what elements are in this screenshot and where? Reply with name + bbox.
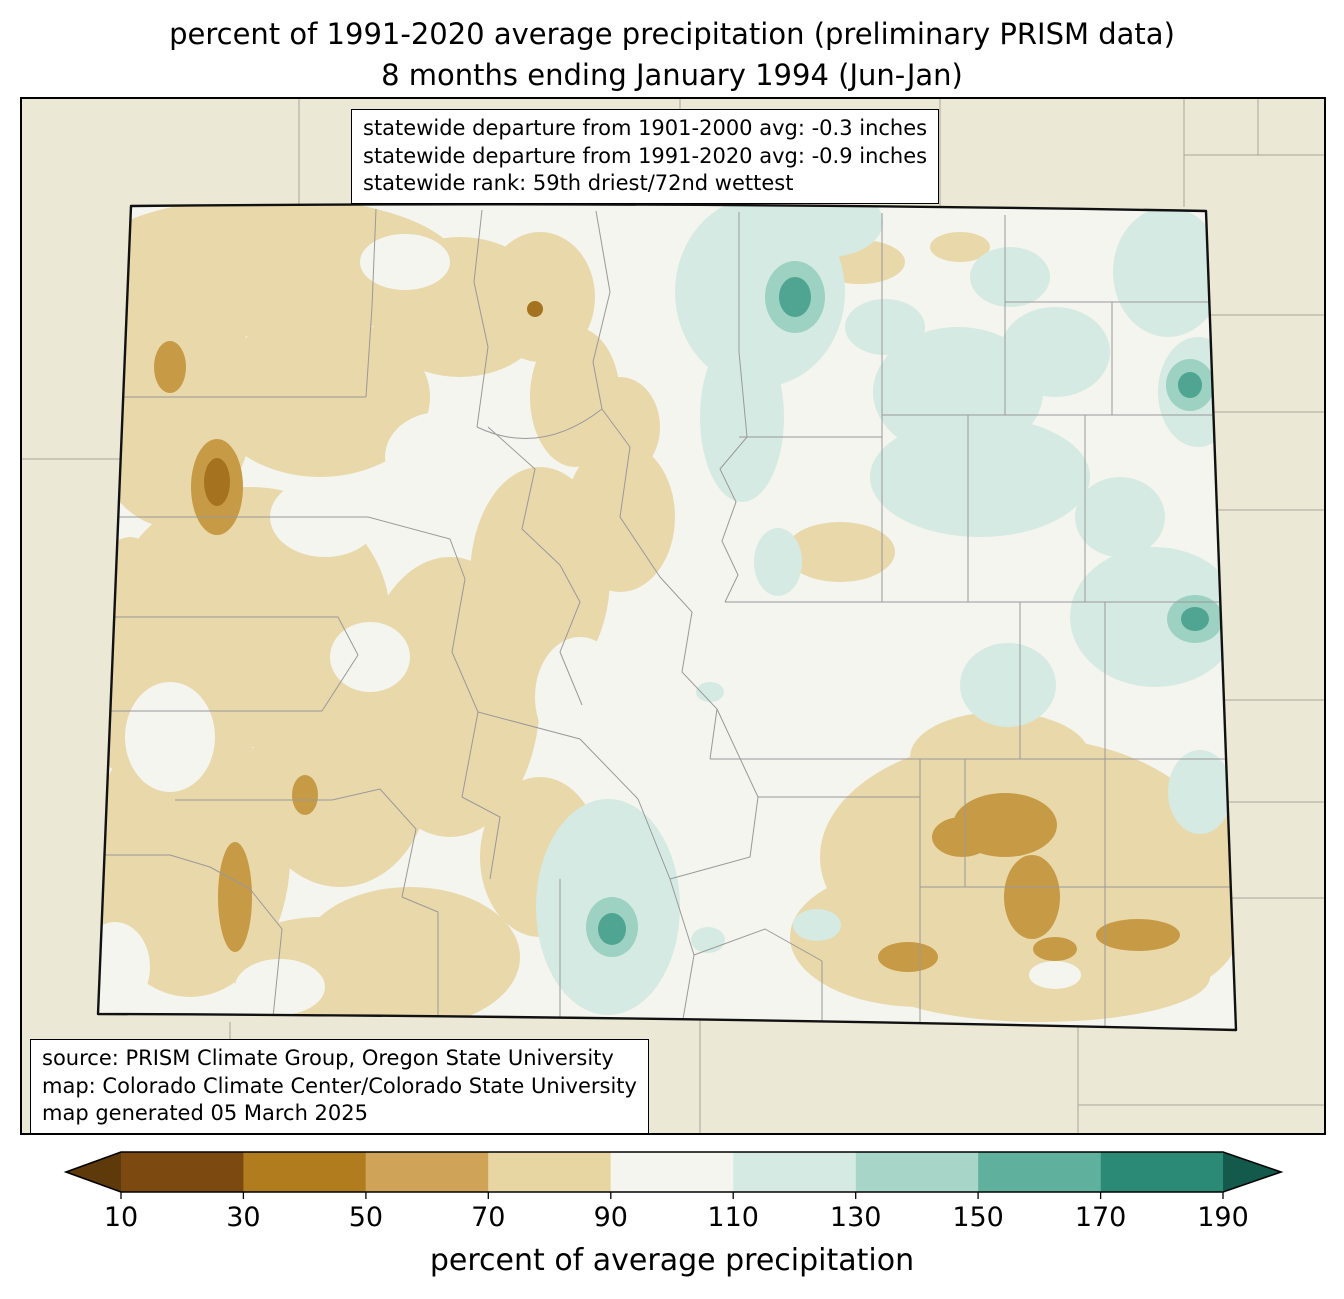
precip-region-blob [1168, 750, 1232, 834]
precip-region-blob [1113, 207, 1223, 337]
source-line: source: PRISM Climate Group, Oregon Stat… [42, 1046, 614, 1070]
source-box: source: PRISM Climate Group, Oregon Stat… [30, 1039, 649, 1135]
colorbar-tick-label: 70 [471, 1202, 505, 1233]
county-boundaries-group [98, 208, 1236, 1028]
precip-region-blob [779, 277, 811, 317]
precip-region-blob [1029, 961, 1081, 989]
colorbar-segment [121, 1152, 244, 1192]
precip-region-blob [970, 247, 1050, 307]
stat-statewide-rank: statewide rank: 59th driest/72nd wettest [363, 171, 794, 196]
title-line2: 8 months ending January 1994 (Jun-Jan) [381, 57, 963, 92]
colorbar-tick-marks [120, 1192, 1224, 1199]
wet-110-130-regions [536, 204, 1236, 1015]
colorbar-arrow-high [1223, 1152, 1281, 1192]
colorbar-tick-label: 170 [1075, 1202, 1127, 1233]
precip-region-blob [1096, 919, 1180, 951]
colorbar-segment [733, 1152, 856, 1192]
page-title: percent of 1991-2020 average precipitati… [0, 14, 1344, 95]
colorbar-tick-label: 130 [830, 1202, 882, 1233]
wet-150-170-regions [598, 277, 1209, 945]
colorbar-segment [243, 1152, 366, 1192]
precip-region-blob [870, 417, 1090, 537]
precip-region-blob [598, 913, 626, 945]
precip-region-blob [960, 643, 1056, 727]
map-frame [20, 97, 1326, 1135]
colorbar-arrow-low [66, 1152, 121, 1192]
precip-region-blob [696, 682, 724, 702]
precip-region-blob [878, 942, 938, 972]
precip-region-blob [1000, 307, 1110, 397]
precip-region-blob [785, 522, 895, 582]
stat-departure-1991-2020: statewide departure from 1991-2020 avg: … [363, 143, 928, 168]
colorbar-tick-label: 110 [707, 1202, 759, 1233]
precip-region-blob [930, 232, 990, 262]
precip-region-blob [98, 922, 150, 1012]
precip-region-blob [235, 959, 325, 1015]
precip-region-blob [1181, 607, 1209, 631]
precip-region-blob [154, 341, 186, 393]
precip-region-blob [292, 775, 318, 815]
precip-region-blob [360, 234, 450, 290]
precip-region-blob [932, 817, 992, 857]
precip-region-blob [1075, 477, 1165, 557]
precip-region-blob [910, 712, 1090, 802]
map-generated-line: map generated 05 March 2025 [42, 1101, 369, 1126]
precip-region-blob [1033, 937, 1077, 961]
precip-region-blob [535, 637, 625, 757]
colorbar-tick-label: 150 [952, 1202, 1004, 1233]
precip-region-blob [580, 377, 660, 477]
precip-region-blob [691, 927, 725, 953]
title-line1: percent of 1991-2020 average precipitati… [169, 17, 1175, 51]
colorbar-segment [488, 1152, 611, 1192]
county-boundaries [98, 208, 1236, 1028]
precip-region-blob [527, 301, 543, 317]
colorado-precip-map [20, 97, 1326, 1135]
dry-30-50-regions [204, 301, 543, 506]
map-credit-line: map: Colorado Climate Center/Colorado St… [42, 1073, 637, 1098]
precip-region-blob [218, 842, 252, 952]
colorbar-tick-label: 50 [349, 1202, 383, 1233]
precip-region-blob [204, 458, 230, 506]
colorbar-segment [1100, 1152, 1224, 1192]
precip-region-blob [1178, 372, 1202, 398]
colorbar-tick-label: 10 [104, 1202, 138, 1233]
precip-region-blob [793, 909, 841, 941]
precip-region-blob [1004, 855, 1060, 939]
map-area: statewide departure from 1901-2000 avg: … [20, 97, 1326, 1135]
colorbar: 10 30 50 70 90 110 130 150 170 190 [63, 1151, 1284, 1233]
colorbar-label: percent of average precipitation [429, 1243, 915, 1278]
precip-region-blob [1070, 547, 1236, 687]
colorbar-tick-label: 190 [1197, 1202, 1249, 1233]
colorbar-segment [855, 1152, 979, 1192]
state-border [96, 203, 1238, 1032]
precip-region-blob [754, 528, 802, 596]
precip-region-blob [385, 412, 495, 502]
precip-region-blob [330, 622, 410, 692]
stat-departure-1901-2000: statewide departure from 1901-2000 avg: … [363, 116, 928, 140]
near-normal-holes [98, 234, 1081, 1015]
colorbar-tick-label: 30 [226, 1202, 260, 1233]
stats-box: statewide departure from 1901-2000 avg: … [351, 109, 940, 205]
precip-region-blob [700, 332, 784, 502]
colorbar-segment [978, 1152, 1101, 1192]
colorbar-tick-label: 90 [594, 1202, 628, 1233]
precip-region-blob [845, 299, 925, 355]
precip-region-blob [125, 682, 215, 792]
colorbar-segment [365, 1152, 489, 1192]
colorbar-segment [610, 1152, 734, 1192]
